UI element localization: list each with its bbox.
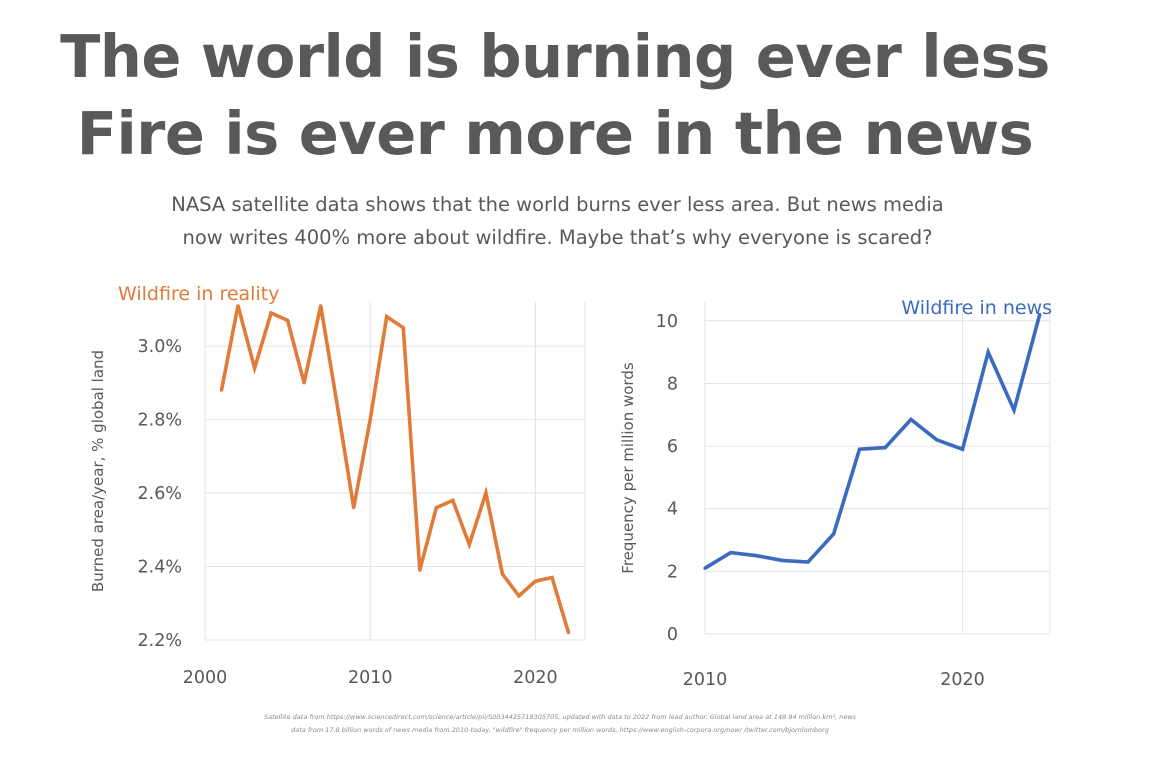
data-point [780, 558, 784, 562]
y-axis-label: Burned area/year, % global land [89, 350, 107, 592]
y-tick-label: 2.4% [138, 558, 182, 578]
data-point [319, 304, 323, 308]
chart-reality: 2.2% 2.4% 2.6% 2.8% 3.0% 2000 2010 2020 Burned a… [89, 283, 586, 688]
data-point [729, 550, 733, 555]
data-point [935, 438, 939, 442]
data-point [484, 491, 488, 495]
data-point [434, 506, 438, 510]
chart-title-news: Wildfire in news [901, 297, 1052, 319]
y-tick-label: 4 [667, 500, 678, 520]
data-point [467, 542, 471, 547]
x-tick-label: 2010 [348, 668, 393, 688]
data-point [986, 350, 990, 354]
y-tick-label: 10 [656, 312, 678, 332]
data-point [418, 568, 422, 572]
series-line-reality [219, 305, 571, 634]
data-point [883, 446, 887, 450]
title-line-1: The world is burning ever less [60, 22, 1050, 91]
data-point [857, 447, 862, 451]
y-tick-label: 8 [667, 374, 678, 394]
data-point [533, 579, 538, 583]
data-point [500, 572, 504, 576]
data-point [1012, 408, 1016, 412]
data-point [517, 594, 521, 598]
data-point [960, 447, 965, 451]
data-point [286, 318, 290, 322]
data-point [909, 417, 913, 422]
y-tick-label: 2.6% [138, 484, 182, 504]
data-point [236, 304, 240, 308]
x-tick-label: 2020 [940, 670, 985, 690]
data-point [352, 506, 356, 510]
y-tick-label: 6 [667, 437, 678, 457]
data-point [302, 381, 306, 385]
x-tick-label: 2020 [513, 668, 558, 688]
y-tick-label: 3.0% [138, 337, 182, 357]
chart-news: 0 2 4 6 8 10 2010 2020 Frequency per million wor… [619, 297, 1052, 690]
data-point [385, 315, 389, 319]
data-point [550, 575, 554, 580]
data-point [566, 631, 571, 635]
y-tick-label: 2.2% [138, 631, 182, 651]
title-line-2: Fire is ever more in the news [76, 99, 1034, 168]
data-point [335, 403, 339, 407]
data-point [451, 498, 455, 502]
data-point [368, 417, 372, 422]
x-tick-label: 2000 [183, 668, 228, 688]
source-note-line-2: data from 17.8 billion words of news med… [291, 726, 829, 734]
y-tick-label: 0 [667, 625, 678, 645]
y-axis-label: Frequency per million words [619, 362, 637, 574]
subtitle-line-2: now writes 400% more about wildfire. May… [182, 226, 933, 249]
series-line-news [704, 314, 1042, 570]
subtitle-line-1: NASA satellite data shows that the world… [171, 193, 944, 216]
x-tick-label: 2010 [683, 670, 728, 690]
data-point [754, 554, 759, 558]
data-point [269, 311, 273, 315]
data-point [832, 532, 836, 536]
chart-title-reality: Wildfire in reality [118, 283, 279, 305]
data-point [401, 326, 405, 330]
source-note-line-1: Satellite data from https://www.scienced… [263, 713, 857, 721]
data-point [1038, 312, 1042, 317]
y-tick-label: 2 [667, 562, 678, 582]
data-point [219, 388, 224, 392]
data-point [703, 566, 707, 570]
data-point [252, 366, 257, 370]
y-tick-label: 2.8% [138, 411, 182, 431]
data-point [806, 560, 810, 564]
